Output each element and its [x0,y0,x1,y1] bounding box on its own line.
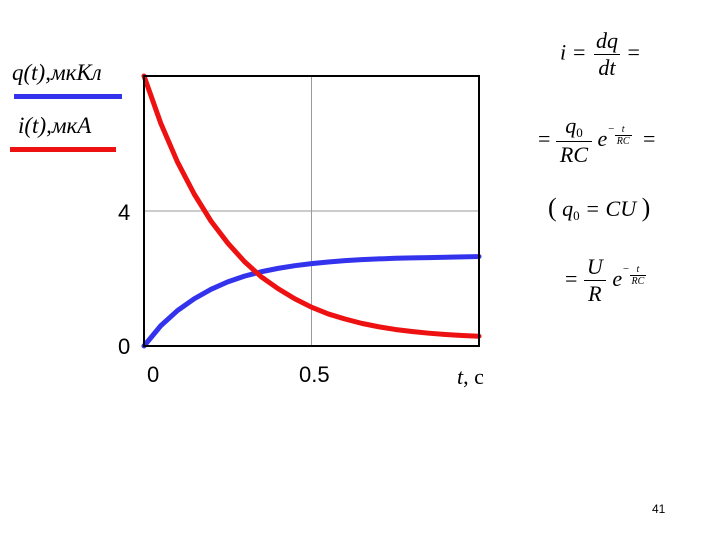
formula-3-rest: = CU [579,196,637,221]
formula-2: = q0 RC e− t RC = [538,112,655,168]
formula-4-exp-sign: − [622,263,630,275]
legend-q-line [14,94,122,99]
series-line-q [141,254,482,349]
formula-1: i = dq dt = [560,28,640,81]
formula-2-exp-num: t [621,124,625,135]
formula-1-den: dt [594,54,620,81]
page-number: 41 [652,502,666,516]
legend-q-label: q(t),мкКл [12,60,102,85]
formula-3-open: ( [548,193,557,222]
x-tick-label-0: 0 [147,362,160,387]
formula-3-q: q [562,196,574,221]
y-tick-label-4: 4 [118,200,131,225]
formula-1-lhs: i = [560,39,587,65]
legend-i-label: i(t),мкА [18,113,92,138]
formula-2-exp-den: RC [614,135,632,147]
x-axis-unit: , с [463,364,484,389]
formula-4-num: U [586,254,603,280]
x-axis-var: t [457,364,464,389]
formula-4-exp-den: RC [629,275,647,287]
x-tick-label-0-5: 0.5 [299,362,330,387]
formula-3: ( q0 = CU ) [548,193,650,224]
x-axis-label: t, с [457,364,484,390]
formula-2-e: e [597,126,608,151]
formula-4-lhs: = [565,266,578,291]
formula-2-rhs: = [643,126,656,151]
formula-4-e: e [612,266,623,291]
formula-1-num: dq [595,28,618,53]
series-line-i [141,73,482,339]
chart-grid [144,76,479,346]
formula-2-num-sub: 0 [576,125,583,141]
chart-series [141,73,482,349]
formula-3-close: ) [641,193,651,222]
formula-2-exp-sign: − [607,123,615,135]
chart-frame [143,75,480,347]
formula-4-den: R [584,280,606,307]
formula-4-exp-num: t [636,264,640,275]
formula-1-rhs: = [627,39,640,65]
y-tick-label-0: 0 [118,334,131,359]
legend-i-line [10,147,116,152]
formula-2-den: RC [555,141,593,168]
formula-2-lhs: = [538,126,551,151]
formula-3-sub: 0 [573,208,580,223]
formula-2-num: q [565,113,577,139]
